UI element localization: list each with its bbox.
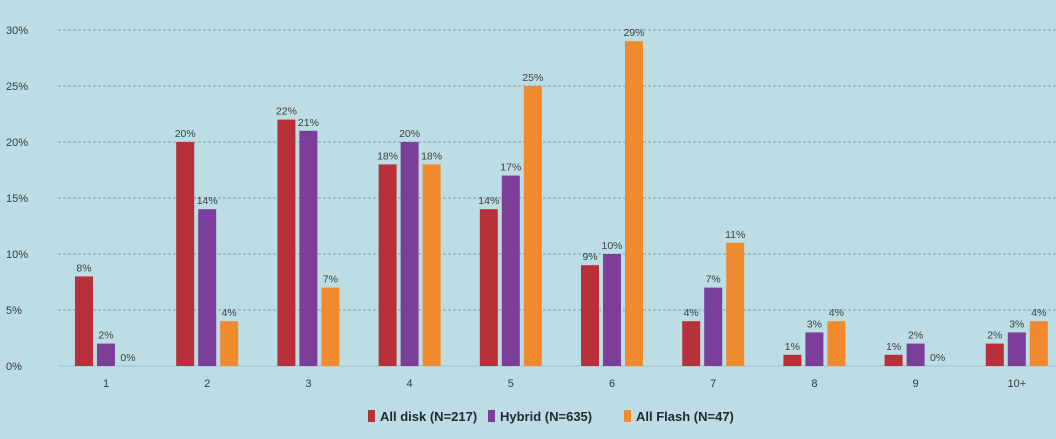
bar-1-series-1: [97, 343, 115, 366]
x-tick-label: 8: [811, 378, 817, 390]
legend-swatch-2: [624, 410, 631, 422]
data-label: 29%: [623, 27, 644, 39]
x-tick-label: 3: [305, 378, 311, 390]
data-label: 14%: [197, 195, 218, 207]
bar-4-series-0: [378, 164, 397, 366]
bar-6-series-1: [603, 254, 621, 366]
bar-5-series-1: [501, 175, 520, 366]
data-label: 0%: [930, 352, 945, 364]
data-label: 7%: [706, 274, 721, 286]
y-tick-label: 5%: [6, 305, 22, 317]
bar-10+-series-2: [1029, 321, 1048, 366]
bar-2-series-2: [220, 321, 239, 366]
bar-2-series-0: [176, 142, 195, 366]
data-label: 4%: [222, 307, 237, 319]
data-label: 9%: [582, 251, 597, 263]
bar-7-series-1: [704, 287, 723, 366]
bar-9-series-0: [884, 354, 903, 366]
data-label: 4%: [829, 307, 844, 319]
data-label: 2%: [908, 330, 923, 342]
data-label: 18%: [377, 150, 398, 162]
bar-8-series-1: [805, 332, 824, 366]
data-label: 25%: [522, 72, 543, 84]
x-tick-label: 7: [710, 378, 716, 390]
x-tick-label: 4: [407, 378, 413, 390]
x-tick-label: 2: [204, 378, 210, 390]
bar-10+-series-1: [1007, 332, 1026, 366]
x-tick-label: 6: [609, 378, 615, 390]
data-label: 20%: [175, 128, 196, 140]
bar-3-series-1: [299, 130, 318, 366]
data-label: 20%: [399, 128, 420, 140]
y-tick-label: 30%: [6, 25, 28, 37]
bar-5-series-0: [479, 209, 498, 366]
bar-4-series-1: [400, 142, 419, 366]
data-label: 4%: [1031, 307, 1046, 319]
bar-9-series-1: [906, 343, 925, 366]
data-label: 2%: [987, 330, 1002, 342]
y-tick-label: 25%: [6, 81, 28, 93]
data-label: 0%: [120, 352, 135, 364]
legend-swatch-1: [488, 410, 495, 422]
data-label: 22%: [276, 106, 297, 118]
legend-label-0: All disk (N=217): [380, 409, 477, 424]
data-label: 1%: [886, 341, 901, 353]
bar-3-series-2: [321, 287, 340, 366]
bar-6-series-0: [581, 265, 599, 366]
data-label: 10%: [601, 240, 622, 252]
bar-4-series-2: [422, 164, 441, 366]
bar-3-series-0: [277, 119, 296, 366]
y-tick-label: 0%: [6, 361, 22, 373]
y-tick-label: 10%: [6, 249, 28, 261]
bar-8-series-2: [827, 321, 846, 366]
legend-swatch-0: [368, 410, 375, 422]
x-tick-label: 9: [913, 378, 919, 390]
bar-5-series-2: [523, 86, 542, 366]
bar-7-series-0: [682, 321, 701, 366]
bar-2-series-1: [198, 209, 217, 366]
y-tick-label: 15%: [6, 193, 28, 205]
data-label: 7%: [323, 274, 338, 286]
data-label: 14%: [478, 195, 499, 207]
legend-label-1: Hybrid (N=635): [500, 409, 592, 424]
data-label: 21%: [298, 117, 319, 129]
y-tick-label: 20%: [6, 137, 28, 149]
bar-7-series-2: [726, 242, 745, 366]
bar-10+-series-0: [985, 343, 1004, 366]
bar-6-series-2: [625, 41, 643, 366]
data-label: 3%: [1009, 318, 1024, 330]
data-label: 8%: [76, 262, 91, 274]
x-tick-label: 1: [103, 378, 109, 390]
x-tick-label: 10+: [1007, 378, 1026, 390]
data-label: 11%: [725, 229, 745, 241]
data-label: 2%: [98, 330, 113, 342]
data-label: 3%: [807, 318, 822, 330]
data-label: 17%: [500, 162, 521, 174]
legend-label-2: All Flash (N=47): [636, 409, 734, 424]
data-label: 1%: [785, 341, 800, 353]
bar-8-series-0: [783, 354, 802, 366]
data-label: 4%: [684, 307, 699, 319]
bar-1-series-0: [75, 276, 93, 366]
data-label: 18%: [421, 150, 442, 162]
x-tick-label: 5: [508, 378, 514, 390]
